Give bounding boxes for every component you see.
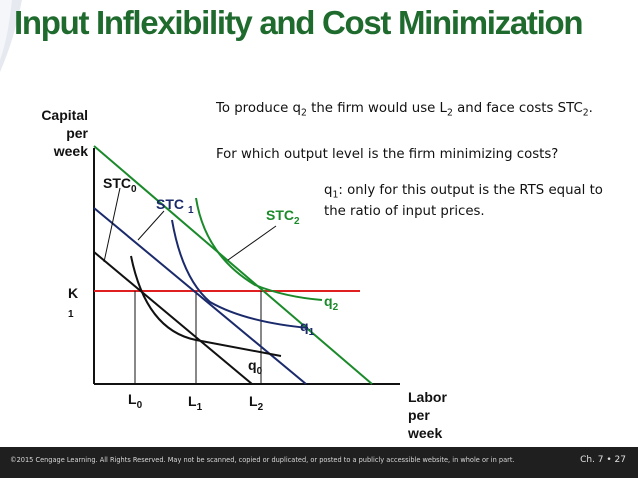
q2-isoquant: [195, 197, 323, 301]
q2-label: q2: [324, 293, 339, 313]
stc1-label: STC 1: [156, 196, 194, 216]
stc0-label: STC0: [103, 175, 137, 195]
isoquant-diagram: STC0 STC 1 STC2 q0 q1 q2 L0 L1 L2: [93, 145, 400, 413]
footer-bar: ©2015 Cengage Learning. All Rights Reser…: [0, 447, 638, 478]
stc0-isocost-line: [93, 251, 253, 385]
copyright-text: ©2015 Cengage Learning. All Rights Reser…: [10, 456, 515, 464]
stc0-pointer: [103, 187, 121, 263]
stc2-isocost-line: [93, 145, 373, 385]
q1-label: q1: [300, 318, 315, 338]
x-axis-label: Labor per week: [408, 389, 447, 441]
stc2-label: STC2: [266, 207, 300, 227]
stc1-isocost-line: [93, 207, 307, 385]
text-line-3: q1: only for this output is the RTS equa…: [324, 183, 603, 201]
text-line-1: To produce q2 the firm would use L2 and …: [216, 101, 593, 119]
q0-isoquant: [130, 255, 282, 357]
l1-label: L1: [188, 393, 203, 413]
page-number: Ch. 7 • 27: [580, 455, 626, 465]
k1-label: K 1: [68, 285, 79, 320]
q0-label: q0: [248, 357, 263, 377]
l2-label: L2: [249, 393, 264, 413]
stc2-pointer: [227, 225, 277, 261]
q1-isoquant: [171, 219, 309, 329]
slide-title: Input Inflexibility and Cost Minimizatio…: [14, 4, 584, 41]
l0-label: L0: [128, 391, 143, 411]
y-axis-label: Capital per week: [41, 107, 88, 159]
text-line-4: the ratio of input prices.: [324, 204, 485, 219]
corner-decoration: [0, 0, 22, 72]
text-line-2: For which output level is the firm minim…: [216, 147, 559, 162]
stc1-pointer: [137, 210, 165, 241]
